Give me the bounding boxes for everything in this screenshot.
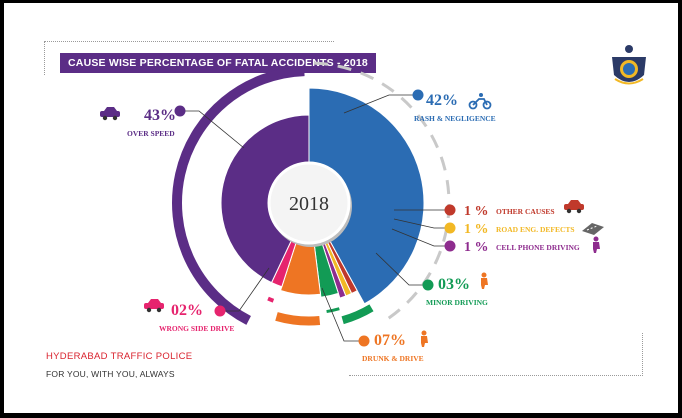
decor-ring-3: [326, 307, 340, 314]
dotted-rule-right: [642, 333, 643, 376]
legend-dot: [214, 305, 226, 317]
decor-ring-2: [275, 312, 321, 326]
slice-rash-negligence: [308, 87, 425, 305]
dotted-rule-top: [44, 41, 334, 42]
police-badge-logo: [612, 45, 646, 85]
slice-category-label: OTHER CAUSES: [496, 207, 555, 216]
leader-line: [343, 94, 414, 114]
crash-car-icon: [564, 200, 584, 214]
motorbike-icon: [468, 93, 492, 110]
slice-category-label: WRONG SIDE DRIVE: [159, 324, 234, 333]
slice-percent-label: 1 %: [464, 204, 489, 219]
legend-dot: [444, 204, 456, 216]
slice-category-label: ROAD ENG. DEFECTS: [496, 225, 575, 234]
dotted-rule-left: [44, 41, 45, 75]
footer-organization: HYDERABAD TRAFFIC POLICE: [46, 351, 193, 362]
wrong-side-car-icon: [144, 299, 164, 313]
slice-category-label: DRUNK & DRIVE: [362, 354, 424, 363]
slice-percent-label: 02%: [171, 302, 203, 319]
legend-dot: [444, 240, 456, 252]
center-year-label: 2018: [289, 193, 329, 215]
decor-ring-green: [341, 304, 374, 325]
decor-ring-0: [172, 66, 305, 325]
slice-category-label: MINOR DRIVING: [426, 298, 488, 307]
leader-line: [375, 252, 424, 286]
slice-percent-label: 1 %: [464, 222, 489, 237]
legend-dot: [174, 105, 186, 117]
slice-percent-label: 43%: [144, 107, 176, 124]
decor-ring-4: [313, 61, 451, 325]
slice-category-label: OVER SPEED: [127, 129, 175, 138]
chart-title: CAUSE WISE PERCENTAGE OF FATAL ACCIDENTS…: [60, 53, 376, 73]
slice-category-label: RASH & NEGLIGENCE: [414, 114, 496, 123]
infographic-card: CAUSE WISE PERCENTAGE OF FATAL ACCIDENTS…: [4, 3, 678, 413]
road-icon: [582, 223, 604, 235]
legend-dot: [358, 335, 370, 347]
legend-dot: [444, 222, 456, 234]
drunk-icon: [421, 330, 428, 347]
dotted-rule-bottom: [349, 375, 643, 376]
slice-percent-label: 1 %: [464, 240, 489, 255]
pie-chart: 2018 42% RASH & NEGLIGENCE 1 % OTHER CAUSES 1…: [100, 61, 604, 363]
legend-dot: [412, 89, 424, 101]
slice-percent-label: 07%: [374, 332, 406, 349]
slice-percent-label: 42%: [426, 92, 458, 109]
slice-category-label: CELL PHONE DRIVING: [496, 243, 580, 252]
leader-line: [321, 287, 360, 342]
phone-driver-icon: [593, 236, 600, 253]
footer-slogan: FOR YOU, WITH YOU, ALWAYS: [46, 369, 175, 379]
child-rider-icon: [481, 272, 488, 289]
speeding-car-icon: [100, 107, 120, 121]
slice-over-speed: [220, 114, 310, 284]
legend-dot: [422, 279, 434, 291]
slice-percent-label: 03%: [438, 276, 470, 293]
decor-ring-1: [267, 296, 275, 303]
center-hub: 2018: [267, 161, 352, 247]
